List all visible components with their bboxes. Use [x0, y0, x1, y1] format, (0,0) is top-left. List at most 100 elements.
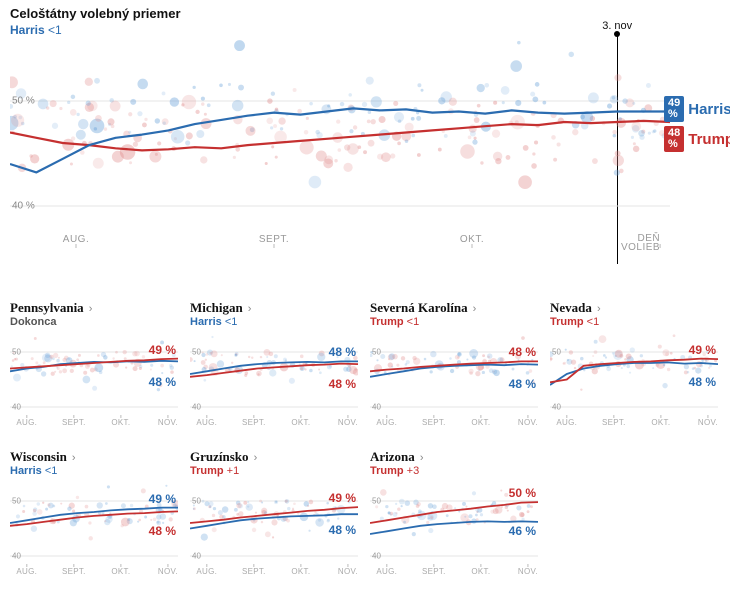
x-tick-label: NOV. [518, 567, 538, 576]
y-tick-label: 50 [372, 497, 381, 506]
y-tick-label: 40 [372, 403, 381, 412]
state-panel[interactable]: Michigan ›Harris <14050AUG.SEPT.OKT.NOV.… [190, 300, 358, 435]
y-tick-label: 50 [192, 497, 201, 506]
panel-subtitle: Trump +3 [370, 465, 538, 477]
panel-end-value-top: 48 % [329, 345, 356, 359]
main-chart: Celoštátny volebný priemer Harris <1 3. … [10, 6, 720, 266]
panel-leader-name: Trump [190, 465, 224, 477]
x-tick-label: OKT. [651, 418, 670, 427]
panel-title-text: Gruzínsko [190, 449, 249, 464]
panel-end-value-bottom: 48 % [329, 523, 356, 537]
panel-plot: 4050AUG.SEPT.OKT.NOV. [370, 330, 538, 418]
panel-title[interactable]: Pennsylvania › [10, 300, 178, 316]
panel-leader-name: Harris [190, 316, 222, 328]
y-tick-label: 40 [372, 552, 381, 561]
panel-end-value-top: 49 % [329, 491, 356, 505]
x-tick-label: SEPT. [62, 567, 86, 576]
panel-end-value-top: 48 % [509, 345, 536, 359]
panel-title-text: Nevada [550, 300, 592, 315]
y-tick-label: 40 [12, 552, 21, 561]
end-label-harris: 49 % Harris [664, 96, 724, 122]
panel-end-value-bottom: 46 % [509, 524, 536, 538]
panel-end-value-bottom: 48 % [329, 377, 356, 391]
x-tick-label: AUG. [16, 567, 37, 576]
chevron-right-icon: › [86, 303, 93, 315]
x-tick-label: OKT. [111, 567, 130, 576]
panel-subtitle: Trump +1 [190, 465, 358, 477]
x-tick-label: SEPT. [422, 418, 446, 427]
x-tick-label: NOV. [338, 418, 358, 427]
main-leader-margin: <1 [48, 23, 62, 37]
panel-title[interactable]: Michigan › [190, 300, 358, 316]
x-tick-label: SEPT. [242, 567, 266, 576]
panel-subtitle: Harris <1 [190, 316, 358, 328]
panel-plot-svg [370, 330, 538, 418]
chevron-right-icon: › [417, 452, 424, 464]
x-tick-label: AUG. [63, 234, 89, 245]
panel-title[interactable]: Wisconsin › [10, 449, 178, 465]
state-panel[interactable]: Arizona ›Trump +34050AUG.SEPT.OKT.NOV.50… [370, 449, 538, 584]
main-plot: 40 %50 % AUG.SEPT.OKT.DEŇ VOLIEB [10, 38, 670, 248]
y-tick-label: 40 [192, 403, 201, 412]
trump-value-badge: 48 % [664, 126, 684, 152]
x-tick-label: SEPT. [259, 234, 289, 245]
panel-subtitle: Dokonca [10, 316, 178, 328]
state-panel[interactable]: Nevada ›Trump <14050AUG.SEPT.OKT.NOV.49 … [550, 300, 718, 435]
panel-title-text: Severná Karolína [370, 300, 468, 315]
panel-leader-name: Dokonca [10, 316, 56, 328]
x-tick-label: NOV. [158, 418, 178, 427]
state-panel[interactable]: Pennsylvania ›Dokonca4050AUG.SEPT.OKT.NO… [10, 300, 178, 435]
panel-end-value-bottom: 48 % [149, 524, 176, 538]
y-tick-label: 50 [552, 348, 561, 357]
panel-subtitle: Harris <1 [10, 465, 178, 477]
y-tick-label: 40 [192, 552, 201, 561]
panel-end-value-bottom: 48 % [509, 377, 536, 391]
panel-title[interactable]: Arizona › [370, 449, 538, 465]
x-tick-label: OKT. [291, 418, 310, 427]
state-panel[interactable]: Severná Karolína ›Trump <1 4050AUG.SEPT.O… [370, 300, 538, 435]
x-tick-label: NOV. [338, 567, 358, 576]
harris-value-badge: 49 % [664, 96, 684, 122]
chevron-right-icon: › [594, 303, 601, 315]
panel-leader-margin: <1 [584, 316, 600, 328]
panel-plot-svg [190, 330, 358, 418]
panel-leader-name: Trump [550, 316, 584, 328]
panel-leader-name: Trump [370, 465, 404, 477]
main-leader-name: Harris [10, 23, 45, 37]
chevron-right-icon: › [251, 452, 258, 464]
panel-end-value-top: 50 % [509, 486, 536, 500]
state-panel[interactable]: Wisconsin ›Harris <14050AUG.SEPT.OKT.NOV… [10, 449, 178, 584]
panel-title[interactable]: Severná Karolína › [370, 300, 538, 316]
x-tick-label: AUG. [556, 418, 577, 427]
x-tick-label: SEPT. [242, 418, 266, 427]
main-chart-title: Celoštátny volebný priemer [10, 6, 720, 21]
y-tick-label: 40 % [12, 201, 35, 212]
trump-name-label: Trump [688, 131, 730, 148]
x-tick-label: SEPT. [602, 418, 626, 427]
panel-end-value-top: 49 % [149, 492, 176, 506]
x-tick-label: SEPT. [62, 418, 86, 427]
panel-title-text: Pennsylvania [10, 300, 84, 315]
x-tick-label: DEŇ VOLIEB [621, 234, 660, 252]
x-tick-label: AUG. [196, 418, 217, 427]
panel-leader-margin: +3 [404, 465, 420, 477]
panel-end-value-bottom: 48 % [149, 375, 176, 389]
y-tick-label: 50 % [12, 96, 35, 107]
x-tick-label: OKT. [291, 567, 310, 576]
x-tick-label: AUG. [16, 418, 37, 427]
small-multiples-grid: Pennsylvania ›Dokonca4050AUG.SEPT.OKT.NO… [10, 300, 720, 584]
end-label-trump: 48 % Trump [664, 126, 724, 152]
page: Celoštátny volebný priemer Harris <1 3. … [0, 0, 730, 595]
x-tick-label: OKT. [460, 234, 484, 245]
panel-title[interactable]: Gruzínsko › [190, 449, 358, 465]
panel-title-text: Arizona [370, 449, 415, 464]
panel-leader-name: Trump [370, 316, 404, 328]
panel-title[interactable]: Nevada › [550, 300, 718, 316]
x-tick-label: OKT. [471, 567, 490, 576]
chevron-right-icon: › [245, 303, 252, 315]
panel-subtitle: Trump <1 [550, 316, 718, 328]
chevron-right-icon: › [470, 303, 477, 315]
state-panel[interactable]: Gruzínsko ›Trump +14050AUG.SEPT.OKT.NOV.… [190, 449, 358, 584]
panel-subtitle: Trump <1 [370, 316, 538, 328]
x-tick-label: NOV. [698, 418, 718, 427]
